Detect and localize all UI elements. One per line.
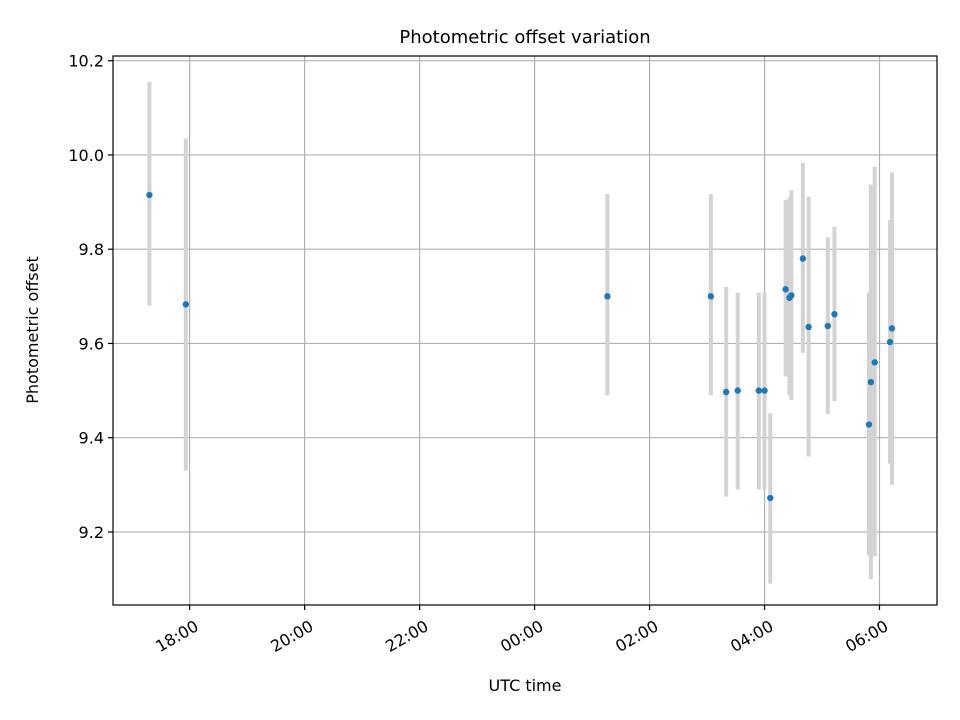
y-axis-label: Photometric offset [23, 256, 42, 404]
x-tick-label: 04:00 [727, 616, 776, 656]
x-tick-label: 18:00 [152, 616, 201, 656]
data-point [788, 292, 795, 299]
y-tick-label: 9.8 [79, 240, 104, 259]
data-point [767, 494, 774, 502]
y-axis: 9.2 9.4 9.6 9.8 10.0 10.2 [68, 52, 113, 542]
data-point [604, 293, 611, 300]
chart-title: Photometric offset variation [399, 27, 650, 48]
data-point [799, 255, 807, 262]
data-point [755, 387, 762, 394]
data-point [723, 388, 730, 396]
data-point [782, 286, 789, 293]
y-tick-label: 10.0 [68, 146, 104, 165]
data-point [871, 359, 878, 366]
data-point [182, 301, 190, 308]
y-tick-label: 9.6 [79, 334, 104, 353]
errorbar-layer [147, 81, 894, 584]
y-tick-label: 9.4 [79, 429, 104, 448]
y-tick-label: 10.2 [68, 52, 104, 71]
data-point [886, 338, 894, 346]
data-point [888, 325, 896, 332]
data-point [761, 387, 768, 394]
data-point [824, 322, 831, 330]
plot-frame [112, 55, 938, 606]
data-point [734, 387, 741, 394]
data-point [831, 311, 838, 318]
x-tick-label: 06:00 [842, 616, 891, 656]
data-point [805, 323, 812, 331]
x-tick-label: 22:00 [382, 616, 431, 656]
x-axis-label: UTC time [489, 676, 562, 695]
data-point [867, 378, 875, 386]
x-axis: 18:00 20:00 22:00 00:00 02:00 04:00 06:00 [152, 605, 892, 656]
grid-layer [113, 56, 937, 605]
x-tick-label: 00:00 [497, 616, 546, 656]
point-layer [146, 191, 896, 502]
y-tick-label: 9.2 [79, 523, 104, 542]
x-tick-label: 20:00 [267, 616, 316, 656]
data-point [146, 191, 153, 199]
data-point [865, 421, 873, 428]
data-point [707, 293, 715, 300]
x-tick-label: 02:00 [612, 616, 661, 656]
